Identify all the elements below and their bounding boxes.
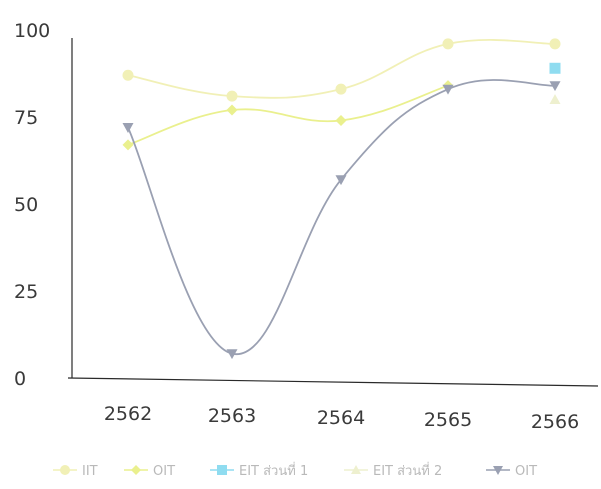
legend-item: OIT	[486, 464, 537, 479]
data-point	[122, 69, 134, 81]
x-axis-line	[67, 377, 599, 387]
legend-item: OIT	[124, 464, 175, 479]
series-2	[549, 62, 561, 74]
legend-marker	[351, 465, 361, 474]
legend-label: EIT ส่วนที่ 2	[373, 462, 442, 479]
x-tick-label: 2562	[104, 403, 152, 425]
legend-item: EIT ส่วนที่ 1	[210, 462, 308, 479]
data-point	[226, 104, 238, 116]
data-point	[226, 349, 238, 360]
y-tick-label: 0	[14, 368, 26, 390]
legend-marker	[217, 465, 227, 475]
series-line	[127, 79, 556, 355]
y-tick-label: 25	[14, 281, 38, 303]
x-tick-label: 2566	[531, 411, 579, 433]
data-point	[122, 123, 134, 133]
data-point	[549, 38, 561, 50]
legend-label: OIT	[515, 464, 537, 479]
legend-label: EIT ส่วนที่ 1	[239, 462, 308, 479]
x-tick-label: 2563	[208, 405, 256, 427]
series-4	[122, 79, 561, 360]
data-point	[549, 62, 561, 74]
legend-marker	[493, 466, 503, 475]
x-tick-label: 2564	[317, 407, 365, 429]
legend: IIT OIT EIT ส่วนที่ 1 EIT ส่วนที่ 2 OIT	[53, 462, 537, 479]
data-point	[442, 38, 454, 50]
data-point	[335, 83, 347, 95]
tick-labels: 0 25 50 75 100 2562 2563 2564 2565 2566	[14, 20, 579, 433]
data-point	[122, 139, 134, 151]
series-layer	[122, 38, 561, 360]
series-line	[127, 84, 449, 146]
data-point	[226, 90, 238, 102]
y-tick-label: 100	[14, 20, 50, 42]
x-tick-label: 2565	[424, 409, 472, 431]
data-point	[549, 81, 561, 92]
y-tick-label: 75	[14, 107, 38, 129]
legend-item: EIT ส่วนที่ 2	[344, 462, 442, 479]
data-point	[549, 94, 561, 104]
legend-label: IIT	[82, 464, 98, 479]
data-point	[335, 175, 347, 186]
legend-item: IIT	[53, 464, 98, 479]
series-3	[549, 94, 561, 104]
data-point	[442, 84, 454, 95]
axes	[67, 38, 599, 387]
y-tick-label: 50	[14, 194, 38, 216]
legend-label: OIT	[153, 464, 175, 479]
data-point	[335, 114, 347, 126]
legend-marker	[60, 465, 70, 475]
legend-marker	[131, 465, 141, 475]
series-0	[122, 38, 561, 102]
